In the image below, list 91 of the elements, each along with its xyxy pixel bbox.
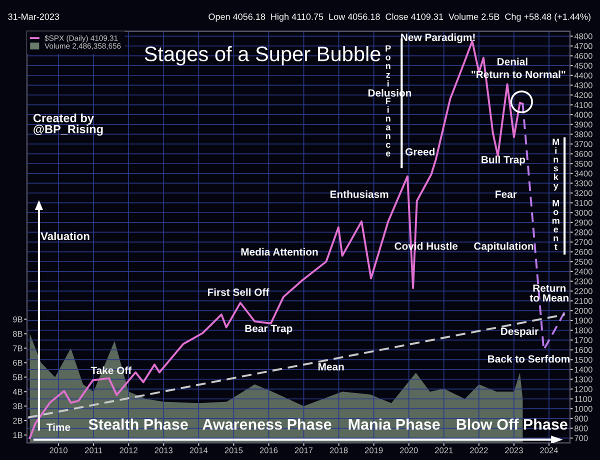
- y-tick-label: 2500: [574, 258, 592, 265]
- annotation: Bear Trap: [245, 324, 292, 334]
- y-tick-label: 700: [574, 435, 588, 442]
- annotation: Mean: [318, 363, 344, 370]
- y-tick-label: 2900: [574, 220, 592, 226]
- y-tick-label: 3300: [574, 180, 592, 186]
- y-tick-label: 1000: [574, 406, 592, 412]
- annotation: Mania Phase: [348, 418, 440, 430]
- y-tick-label: 4800: [574, 33, 592, 40]
- x-tick-label: 2015: [224, 447, 243, 454]
- y-tick-label: 1900: [574, 318, 592, 324]
- y-tick-label: 4500: [574, 62, 592, 69]
- annotation: Time: [46, 423, 70, 431]
- y2-tick-label: 8B: [13, 330, 22, 337]
- y-tick-label: 900: [574, 416, 588, 422]
- annotation: Stealth Phase: [88, 418, 188, 430]
- y-tick-label: 3400: [574, 170, 592, 177]
- y2-tick-label: 1B: [13, 432, 22, 438]
- y-tick-label: 3600: [574, 151, 592, 157]
- y-tick-label: 1400: [574, 366, 592, 373]
- x-tick-label: 2016: [260, 447, 278, 454]
- x-tick-label: 2020: [400, 447, 418, 454]
- y-tick-label: 2600: [574, 249, 592, 255]
- text: Minsky Moment: [552, 138, 560, 250]
- y-tick-label: 800: [574, 425, 588, 432]
- annotation: Awareness Phase: [202, 418, 332, 430]
- y-tick-label: 2400: [574, 268, 592, 275]
- x-tick-label: 2010: [50, 447, 68, 454]
- y-tick-label: 4100: [574, 102, 592, 108]
- y-tick-label: 3500: [574, 160, 592, 167]
- y-tick-label: 4700: [574, 43, 592, 50]
- y-tick-label: 1700: [574, 337, 592, 344]
- annotation: Capitulation: [474, 242, 534, 252]
- y-tick-label: 1800: [574, 327, 592, 334]
- y-tick-label: 3100: [574, 200, 592, 206]
- annotation: Greed: [406, 148, 434, 156]
- x-tick-label: 2024: [540, 447, 558, 454]
- y-tick-label: 1300: [574, 376, 592, 382]
- y-tick-label: 3000: [574, 210, 592, 216]
- text: 31-Mar-2023: [8, 14, 60, 20]
- annotation: Created by @BP_Rising: [33, 114, 103, 136]
- annotation: Bull Trap: [482, 156, 526, 166]
- y2-tick-label: 7B: [13, 345, 22, 352]
- y-tick-label: 2800: [574, 229, 592, 236]
- x-tick-label: 2021: [435, 447, 453, 454]
- y-tick-label: 4200: [574, 92, 592, 98]
- y-tick-label: 2200: [574, 288, 592, 294]
- y-tick-label: 4300: [574, 82, 592, 88]
- annotation: Back to Serfdom: [488, 354, 570, 363]
- y-tick-label: 2100: [574, 298, 592, 304]
- annotation: Valuation: [40, 232, 90, 240]
- y-tick-label: 1200: [574, 386, 592, 392]
- text: Stages of a Super Bubble: [144, 46, 380, 66]
- y-tick-label: 2000: [574, 308, 592, 314]
- y-tick-label: 4600: [574, 52, 592, 59]
- x-tick-label: 2022: [470, 447, 488, 454]
- annotation: Denial: [498, 58, 528, 66]
- annotation: Blow Off Phase: [456, 418, 568, 430]
- annotation: Fear: [496, 190, 517, 198]
- y-tick-label: 3200: [574, 190, 592, 196]
- y-tick-label: 3800: [574, 131, 592, 138]
- y-tick-label: 3900: [574, 122, 592, 128]
- y2-tick-label: 6B: [13, 360, 22, 366]
- x-tick-label: 2023: [505, 447, 523, 454]
- x-tick-label: 2012: [120, 447, 138, 454]
- y2-tick-label: 2B: [13, 418, 22, 424]
- y-tick-label: 1500: [574, 356, 592, 363]
- y-tick-label: 1600: [574, 347, 592, 353]
- y-tick-label: 4400: [574, 72, 592, 78]
- y2-tick-label: 9B: [13, 316, 22, 322]
- y2-tick-label: 3B: [12, 403, 22, 410]
- annotation: Take Off: [90, 366, 132, 374]
- annotation: First Sell Off: [208, 288, 270, 296]
- y-tick-label: 2300: [574, 278, 592, 284]
- y-tick-label: 2700: [574, 239, 592, 246]
- y-tick-label: 4000: [574, 112, 592, 118]
- x-tick-label: 2019: [364, 447, 383, 454]
- y2-tick-label: 5B: [12, 374, 22, 380]
- y-tick-label: 3700: [574, 141, 592, 148]
- x-tick-label: 2014: [190, 447, 208, 454]
- y2-tick-label: 4B: [12, 388, 22, 395]
- text: Open 4056.18 High 4110.75 Low 4056.18 Close 4109.31 Volume 2.5B Chg +58.48 (+1.44%): [208, 13, 590, 22]
- annotation: Enthusiasm: [330, 190, 388, 198]
- x-tick-label: 2013: [154, 447, 173, 454]
- x-tick-label: 2017: [294, 447, 313, 454]
- annotation: Despair: [501, 327, 538, 338]
- x-tick-label: 2011: [85, 447, 102, 454]
- annotation: Return to Mean: [530, 284, 568, 302]
- x-tick-label: 2018: [330, 447, 348, 454]
- y-tick-label: 1100: [574, 396, 592, 402]
- annotation: Media Attention: [241, 248, 318, 256]
